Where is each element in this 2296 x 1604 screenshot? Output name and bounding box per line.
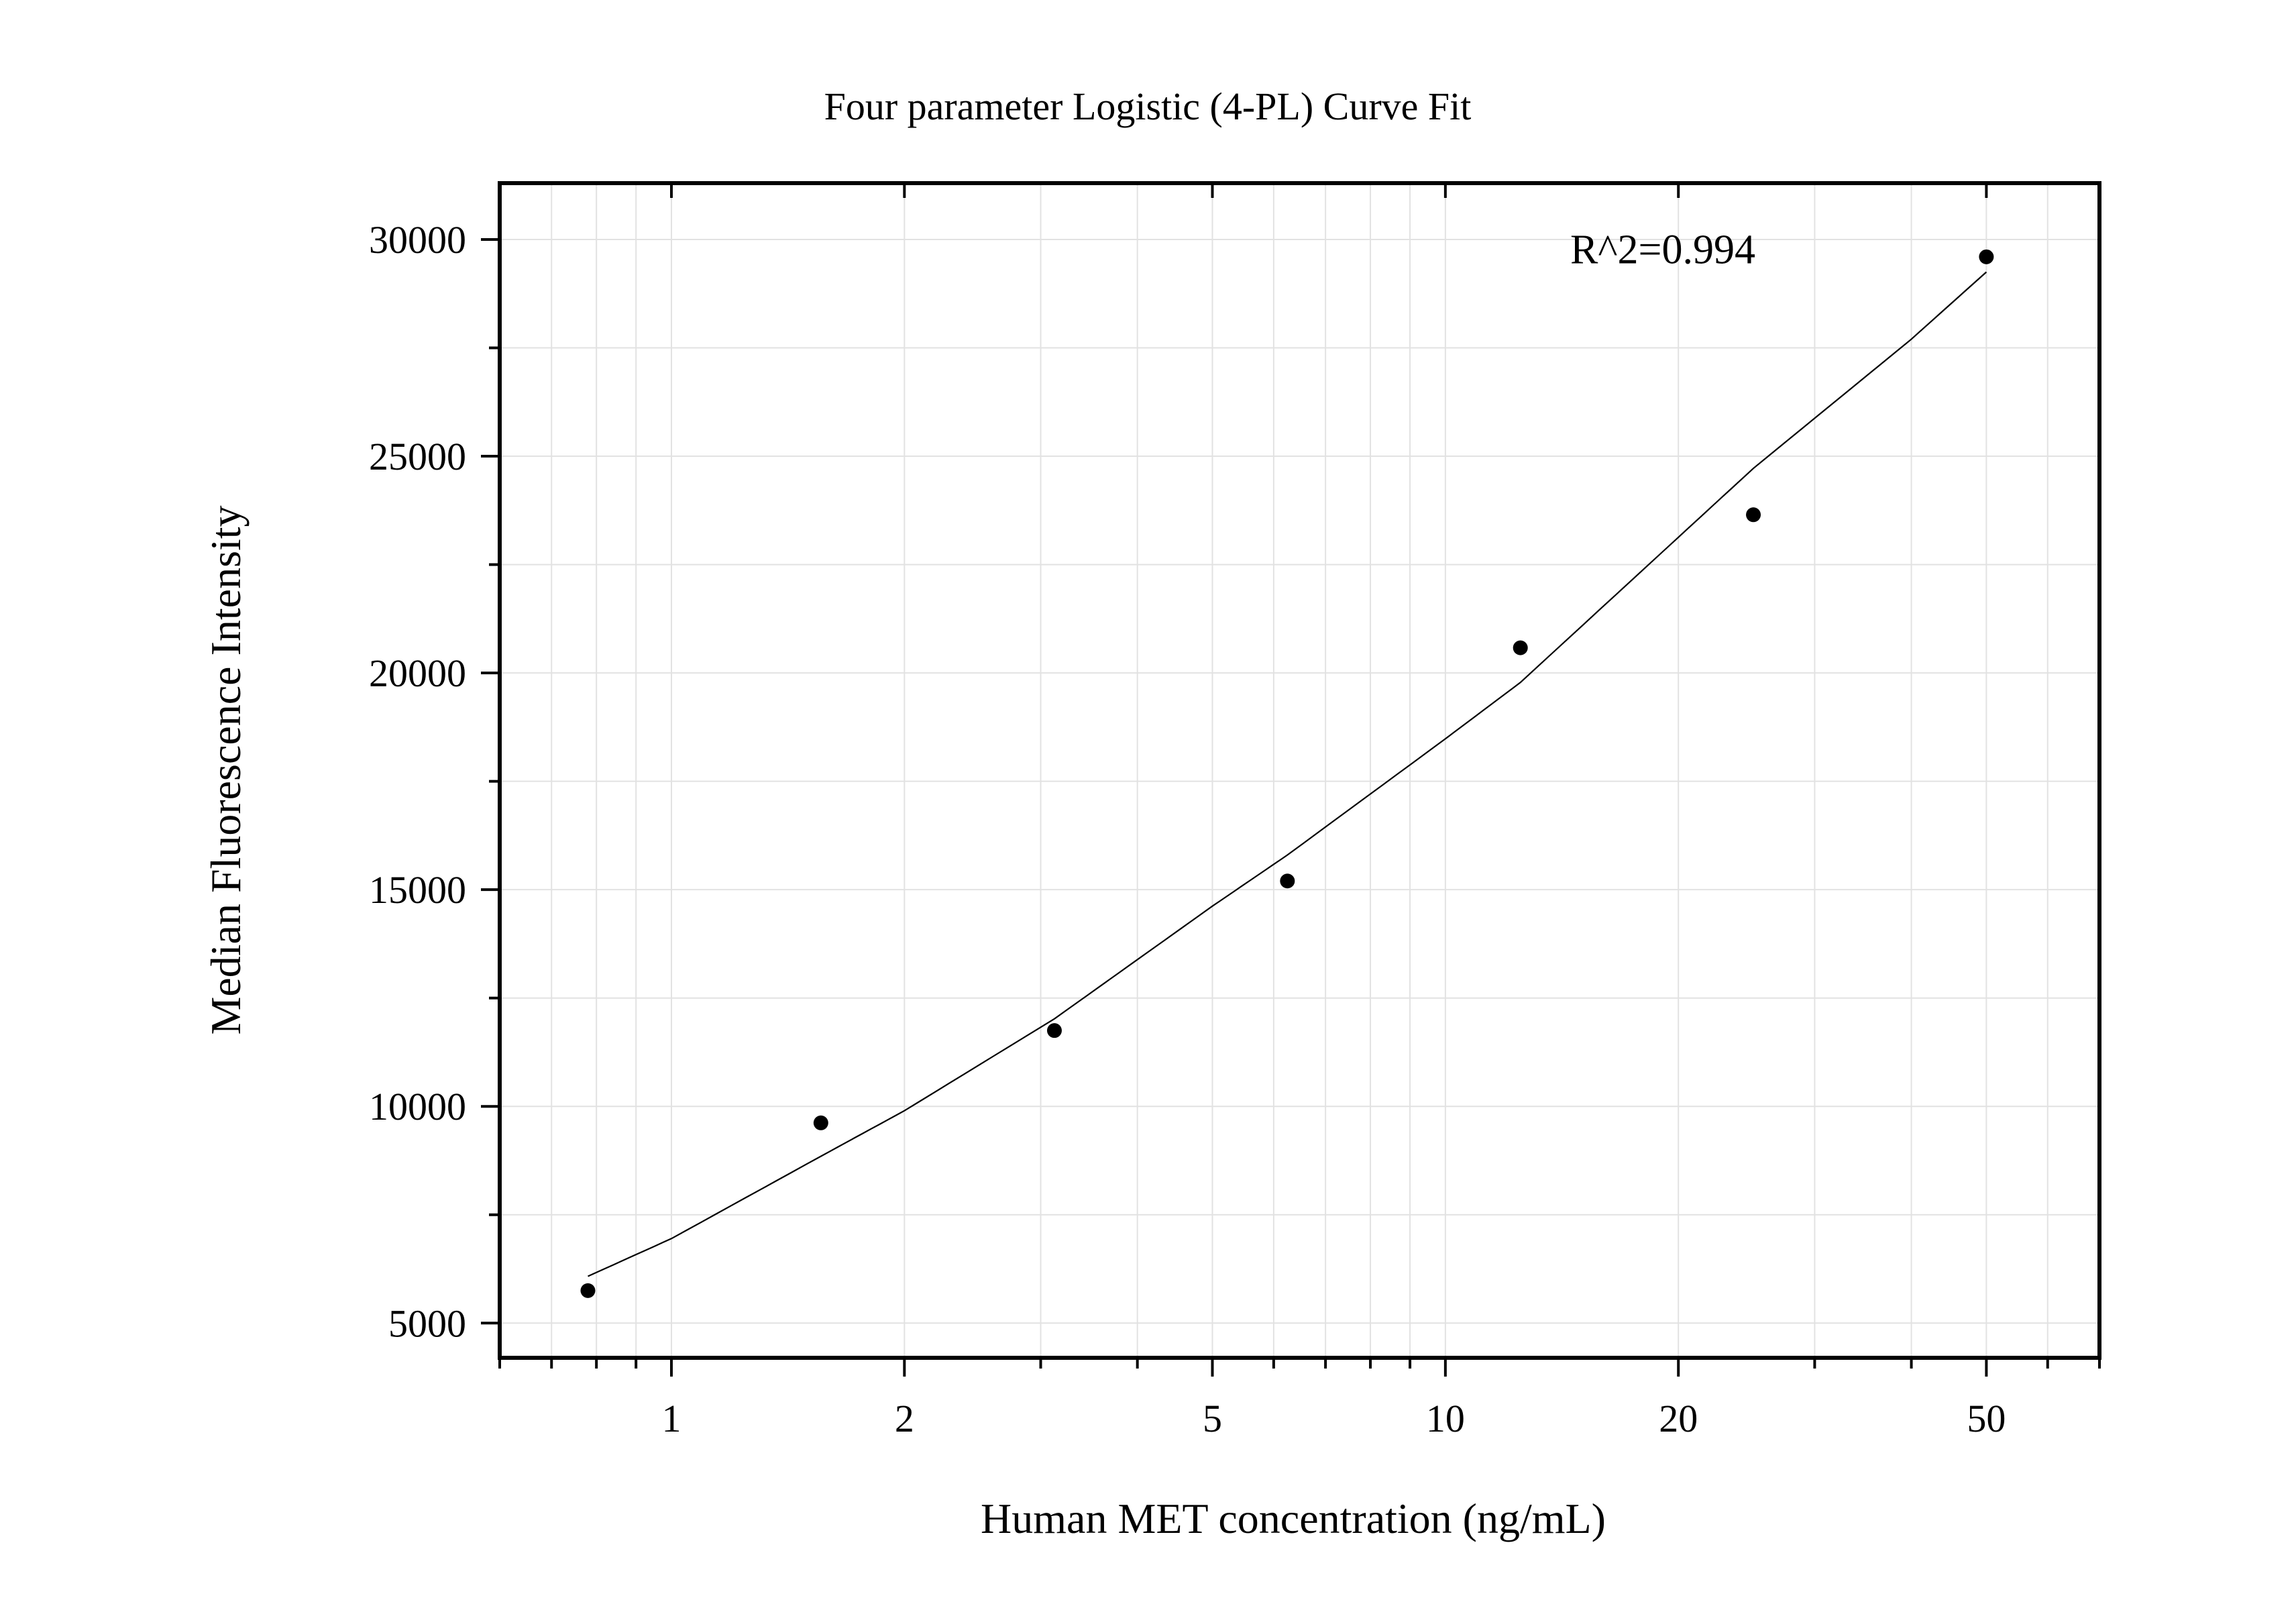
r-squared-annotation: R^2=0.994 [1570, 227, 1755, 273]
axis-ticks [481, 183, 2101, 1377]
x-tick-label: 5 [1203, 1397, 1222, 1440]
tick-labels: 1 2 5 10 20 50 5000 10000 15000 20000 25000 30000 [369, 218, 2006, 1440]
chart-title: Four parameter Logistic (4-PL) Curve Fit [824, 85, 1472, 128]
data-points [580, 249, 1994, 1298]
y-tick-label: 5000 [388, 1301, 466, 1345]
data-point [813, 1115, 828, 1130]
data-point [580, 1283, 596, 1298]
data-point [1046, 1023, 1062, 1038]
fit-curve-group [588, 271, 1987, 1277]
y-tick-label: 15000 [369, 868, 466, 912]
data-point [1979, 249, 1994, 264]
data-point [1513, 640, 1528, 655]
y-axis-title: Median Fluorescence Intensity [202, 505, 250, 1034]
plot-frame [498, 181, 2101, 1360]
y-tick-label: 10000 [369, 1085, 466, 1128]
data-point [1280, 873, 1295, 889]
fit-curve [588, 271, 1987, 1277]
gridlines [499, 183, 2100, 1358]
y-tick-label: 20000 [369, 651, 466, 695]
x-tick-label: 1 [661, 1397, 681, 1440]
y-tick-label: 25000 [369, 435, 466, 478]
x-tick-label: 10 [1426, 1397, 1465, 1440]
y-tick-label: 30000 [369, 218, 466, 262]
x-tick-label: 50 [1967, 1397, 2006, 1440]
x-axis-title: Human MET concentration (ng/mL) [981, 1495, 1606, 1542]
data-point [1746, 507, 1761, 523]
x-tick-label: 2 [895, 1397, 914, 1440]
x-tick-label: 20 [1659, 1397, 1698, 1440]
